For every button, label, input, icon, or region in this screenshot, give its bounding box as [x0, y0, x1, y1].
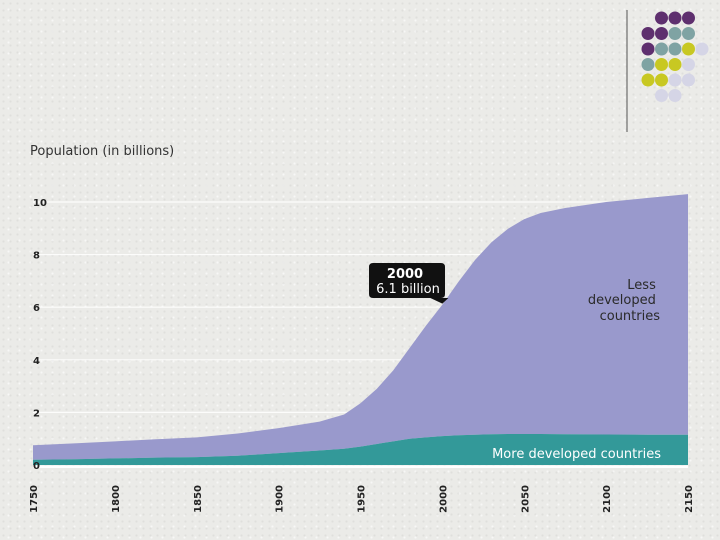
decorative-dot	[655, 58, 668, 71]
series-area-more-developed	[33, 433, 688, 465]
y-tick-labels: 0 2 4 6 8 10	[33, 198, 47, 472]
decorative-dot	[668, 11, 682, 25]
decorative-dot	[682, 42, 695, 56]
decorative-dot	[655, 42, 668, 56]
decorative-dot	[682, 58, 695, 71]
decorative-dot	[668, 27, 682, 40]
decorative-dot	[695, 42, 709, 56]
x-tick-label: 2050	[520, 485, 531, 513]
decorative-dot	[668, 89, 682, 102]
y-tick-label: 0	[33, 461, 40, 472]
y-tick-label: 4	[33, 356, 40, 367]
decorative-dot	[682, 11, 695, 25]
decorative-dot	[668, 42, 682, 56]
x-tick-label: 2100	[602, 485, 613, 513]
y-tick-label: 10	[33, 198, 47, 209]
decorative-dot	[655, 73, 668, 87]
decorative-dot	[641, 27, 655, 40]
decorative-dot	[655, 27, 668, 40]
series-label-more-developed: More developed countries	[492, 447, 661, 462]
x-tick-labels: 1750 1800 1850 1900 1950 2000 2050 2100 2150	[29, 485, 695, 513]
x-tick-label: 2150	[684, 485, 695, 513]
decorative-dot	[641, 58, 655, 71]
y-tick-label: 6	[33, 303, 40, 314]
decorative-dot	[682, 73, 695, 87]
x-tick-label: 1850	[193, 485, 204, 513]
annotation-callout: 2000 6.1 billion	[369, 263, 449, 304]
y-tick-label: 2	[33, 408, 40, 419]
decorative-dot	[641, 73, 655, 87]
x-tick-label: 1800	[111, 485, 122, 513]
series-label-less-developed: Less developed countries	[588, 278, 660, 324]
decorative-dot	[641, 42, 655, 56]
decorative-dot	[668, 73, 682, 87]
y-axis-title: Population (in billions)	[30, 144, 174, 159]
series-label-less-developed-line-3: countries	[600, 309, 661, 324]
annotation-year: 2000	[387, 267, 423, 282]
decorative-dot	[682, 27, 695, 40]
decorative-dot-grid	[641, 11, 709, 102]
area-series	[33, 194, 688, 465]
decorative-dot	[668, 58, 682, 71]
x-tick-label: 1950	[357, 485, 368, 513]
slide-decoration	[626, 10, 709, 132]
series-label-less-developed-line-1: Less	[627, 278, 656, 293]
x-tick-label: 1750	[29, 485, 40, 513]
annotation-value: 6.1 billion	[376, 282, 440, 297]
x-tick-label: 2000	[438, 485, 449, 513]
y-tick-label: 8	[33, 251, 40, 262]
decorative-dot	[655, 11, 668, 25]
series-area-less-developed	[33, 194, 688, 460]
series-label-less-developed-line-2: developed	[588, 293, 656, 308]
x-tick-label: 1900	[275, 485, 286, 513]
annotation-callout-box	[369, 263, 449, 304]
decorative-dot	[655, 89, 668, 102]
